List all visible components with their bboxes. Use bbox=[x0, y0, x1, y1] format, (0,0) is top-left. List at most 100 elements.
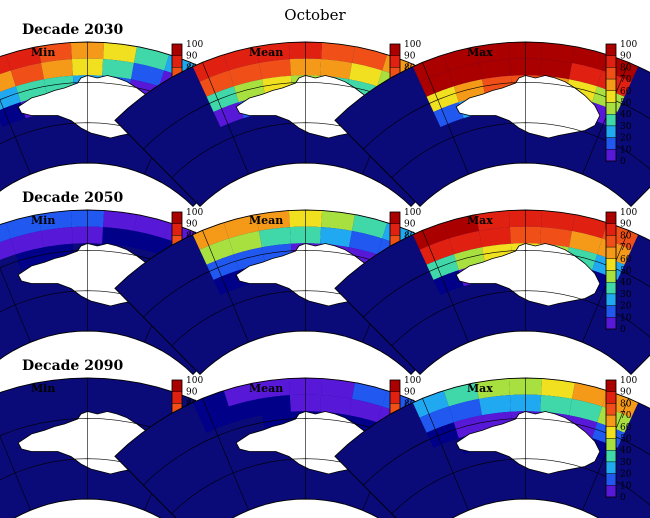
ice-cell bbox=[352, 214, 388, 239]
ice-cell bbox=[572, 214, 608, 239]
ice-cell bbox=[5, 214, 42, 239]
ice-cell bbox=[206, 422, 239, 448]
ice-cell bbox=[103, 378, 137, 399]
colorbar-tick-label: 70 bbox=[620, 75, 632, 85]
graticule-meridian bbox=[0, 267, 31, 343]
colorbar-tick-label: 100 bbox=[186, 376, 203, 386]
ice-cell bbox=[540, 59, 572, 80]
ice-cell bbox=[228, 398, 262, 423]
ice-cell bbox=[0, 238, 16, 261]
ice-cell bbox=[259, 395, 291, 416]
colorbar-swatch bbox=[605, 55, 617, 68]
colorbar-tick-label: 100 bbox=[186, 208, 203, 218]
ice-cell bbox=[0, 422, 21, 446]
ice-cell bbox=[448, 230, 482, 255]
ice-cell bbox=[213, 438, 244, 464]
colorbar-tick-label: 70 bbox=[620, 411, 632, 421]
ice-cell bbox=[0, 70, 16, 93]
ice-cell bbox=[10, 62, 45, 87]
ice-cell bbox=[0, 406, 16, 429]
colorbar-tick-label: 80 bbox=[620, 231, 632, 241]
ice-cell bbox=[426, 86, 459, 112]
colorbar-swatch bbox=[605, 403, 617, 416]
colorbar-tick-label: 0 bbox=[620, 157, 626, 167]
colorbar-swatch bbox=[605, 293, 617, 306]
colorbar-tick-label: 80 bbox=[620, 399, 632, 409]
ice-cell bbox=[10, 398, 45, 423]
ice-cell bbox=[5, 382, 42, 407]
ice-cell bbox=[352, 46, 388, 71]
ice-cell bbox=[223, 382, 259, 407]
graticule-parallel bbox=[391, 290, 650, 346]
ice-cell bbox=[0, 254, 21, 278]
ice-cell bbox=[569, 398, 603, 423]
ice-cell bbox=[199, 238, 234, 265]
colorbar-tick-label: 0 bbox=[620, 493, 626, 503]
ice-cell bbox=[206, 86, 239, 112]
map-panel: Max bbox=[334, 377, 650, 518]
colorbar-swatch bbox=[605, 113, 617, 127]
colorbar-tick-label: 100 bbox=[404, 376, 421, 386]
ice-cell bbox=[0, 54, 11, 75]
map-outline bbox=[334, 209, 650, 376]
ice-cell bbox=[433, 270, 464, 296]
ice-cell bbox=[223, 214, 259, 239]
ice-cell bbox=[103, 42, 137, 63]
panel-label: Max bbox=[467, 382, 493, 395]
colorbar-frame bbox=[605, 211, 617, 330]
ice-cell bbox=[228, 62, 262, 87]
ice-cell bbox=[540, 395, 572, 416]
ice-cell bbox=[199, 406, 234, 433]
colorbar-tick-label: 20 bbox=[620, 134, 632, 144]
graticule-meridian bbox=[422, 230, 469, 343]
colorbar-tick-label: 90 bbox=[620, 52, 632, 62]
ice-cell bbox=[443, 382, 479, 407]
ice-cell bbox=[192, 390, 229, 418]
colorbar-swatch bbox=[605, 282, 617, 295]
ice-cell bbox=[572, 46, 608, 71]
ice-cell bbox=[10, 230, 45, 255]
graticule-meridian bbox=[422, 398, 469, 511]
ice-cell bbox=[256, 378, 290, 399]
colorbar-swatch bbox=[389, 211, 401, 224]
ice-cell bbox=[426, 254, 459, 280]
ice-cell bbox=[569, 62, 603, 87]
colorbar-tick-label: 100 bbox=[186, 40, 203, 50]
graticule-meridian bbox=[202, 62, 249, 175]
ice-cell bbox=[349, 230, 383, 255]
graticule-meridian bbox=[422, 62, 469, 175]
colorbar-tick-label: 90 bbox=[404, 52, 416, 62]
colorbar-swatch bbox=[605, 414, 617, 428]
panel-label: Mean bbox=[249, 382, 283, 395]
decade-label-2030: Decade 2030 bbox=[22, 22, 123, 38]
ice-cell bbox=[476, 42, 510, 63]
ice-cell bbox=[199, 70, 234, 97]
colorbar-tick-label: 90 bbox=[620, 388, 632, 398]
ice-cell bbox=[102, 395, 134, 416]
ice-cell bbox=[228, 230, 262, 255]
colorbar-tick-label: 40 bbox=[620, 446, 632, 456]
map-outline bbox=[114, 41, 497, 208]
ice-cell bbox=[321, 42, 355, 63]
colorbar-tick-label: 10 bbox=[620, 313, 632, 323]
colorbar-tick-label: 90 bbox=[186, 220, 198, 230]
panel-label: Mean bbox=[249, 214, 283, 227]
ice-cell bbox=[256, 210, 290, 231]
graticule-parallel bbox=[363, 417, 650, 486]
ice-cell bbox=[541, 42, 575, 63]
panel-label: Min bbox=[31, 382, 55, 395]
colorbar-swatch bbox=[605, 78, 617, 91]
colorbar-swatch bbox=[605, 223, 617, 236]
ice-cell bbox=[38, 378, 72, 399]
ice-cell bbox=[320, 395, 352, 416]
land-mass bbox=[455, 75, 601, 139]
colorbar-tick-label: 20 bbox=[620, 470, 632, 480]
colorbar-swatch bbox=[605, 149, 617, 162]
colorbar-swatch bbox=[171, 223, 183, 236]
colorbar-tick-label: 100 bbox=[620, 40, 637, 50]
panel-label: Max bbox=[467, 214, 493, 227]
colorbar-swatch bbox=[605, 137, 617, 150]
graticule-meridian bbox=[0, 99, 31, 175]
